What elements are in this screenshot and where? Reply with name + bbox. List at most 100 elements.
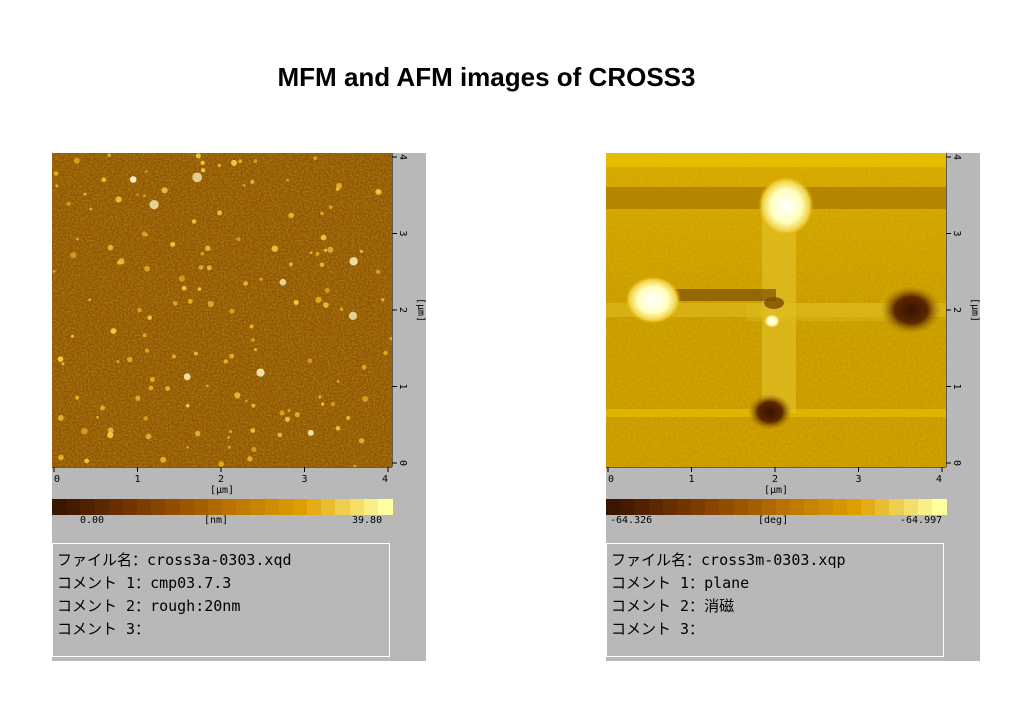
afm-grain xyxy=(205,245,211,252)
afm-grain xyxy=(383,350,388,356)
afm-grain xyxy=(96,415,99,419)
mfm-colorbar-step xyxy=(676,499,692,515)
afm-grain xyxy=(229,430,233,433)
mfm-colorbar-step xyxy=(761,499,777,515)
afm-grain xyxy=(361,364,367,370)
afm-grain xyxy=(206,265,212,271)
afm-grain xyxy=(321,402,325,406)
afm-grain xyxy=(217,163,222,168)
afm-grain xyxy=(142,333,147,338)
afm-colorbar-step xyxy=(377,499,393,515)
mfm-colorbar-step xyxy=(747,499,763,515)
mfm-info-box: ファイル名：cross3m-0303.xqp コメント 1：plane コメント… xyxy=(606,543,944,657)
afm-grain xyxy=(259,277,263,281)
afm-grain xyxy=(249,324,254,329)
afm-grain xyxy=(172,301,178,306)
comment-1-value: plane xyxy=(704,574,750,592)
comment-2-label: コメント 2： xyxy=(57,597,151,615)
afm-grain xyxy=(107,431,114,439)
afm-grain xyxy=(251,403,256,408)
afm-grain xyxy=(256,368,265,377)
afm-grain xyxy=(84,458,90,464)
file-name-value: cross3m-0303.xqp xyxy=(701,551,846,569)
afm-grain xyxy=(229,308,235,314)
afm-grain xyxy=(76,237,79,241)
afm-grain xyxy=(160,456,167,463)
afm-grain xyxy=(81,428,88,435)
mfm-colorbar-step xyxy=(861,499,876,515)
afm-grain xyxy=(107,153,111,157)
mfm-x-tick-label: 2 xyxy=(772,474,778,485)
afm-grain xyxy=(218,461,224,467)
mfm-colorbar-max: -64.997 xyxy=(900,515,943,526)
afm-colorbar-step xyxy=(278,499,294,515)
afm-grain xyxy=(161,187,168,194)
afm-x-tick-label: 3 xyxy=(301,474,307,485)
afm-grain xyxy=(61,362,65,366)
afm-grain xyxy=(285,416,290,422)
mfm-y-tick-label: 3 xyxy=(951,230,962,236)
afm-colorbar-step xyxy=(349,499,365,515)
mfm-x-tick-label: 4 xyxy=(936,474,942,485)
mfm-colorbar-step xyxy=(846,499,862,515)
afm-grain xyxy=(75,395,80,400)
afm-grain xyxy=(309,251,313,254)
mfm-colorbar-step xyxy=(691,499,706,515)
afm-panel: 0 1 2 3 4 [μm] 0 1 2 3 4 [μm] 0.00 [nm] 39.80 ファ… xyxy=(52,153,426,661)
afm-grain xyxy=(339,307,344,311)
afm-grain xyxy=(375,189,382,195)
afm-grain xyxy=(307,358,313,364)
afm-grain xyxy=(327,246,334,253)
afm-grain xyxy=(279,410,285,416)
afm-grain xyxy=(318,395,322,399)
afm-grain xyxy=(376,269,381,274)
afm-grain xyxy=(195,430,201,437)
afm-grain xyxy=(127,356,133,363)
afm-y-unit: [μm] xyxy=(415,298,426,322)
mfm-colorbar-step xyxy=(733,499,749,515)
afm-grain xyxy=(183,373,191,381)
afm-grain xyxy=(323,248,328,252)
mfm-y-tick-label: 1 xyxy=(951,383,962,389)
afm-x-tick-label: 4 xyxy=(382,474,388,485)
afm-grain xyxy=(315,251,320,256)
afm-grain xyxy=(187,298,193,304)
afm-colorbar-step xyxy=(363,499,379,515)
mfm-colorbar-step xyxy=(790,499,806,515)
afm-colorbar-step xyxy=(165,499,181,515)
afm-grain xyxy=(251,338,255,342)
mfm-colorbar-step xyxy=(776,499,791,515)
afm-colorbar-step xyxy=(151,499,167,515)
afm-grain xyxy=(320,234,327,241)
afm-grain xyxy=(145,348,149,353)
afm-y-tick-label: 1 xyxy=(397,383,408,389)
afm-grain xyxy=(149,377,155,382)
afm-grain xyxy=(181,285,187,291)
comment-1-label: コメント 1： xyxy=(611,574,705,592)
afm-y-tick-label: 3 xyxy=(397,230,408,236)
afm-colorbar-step xyxy=(292,499,308,515)
afm-grain xyxy=(136,193,139,196)
mfm-colorbar-step xyxy=(719,499,735,515)
afm-grain xyxy=(100,405,105,411)
mfm-panel: 0 1 2 3 4 [μm] 0 1 2 3 4 [μm] -64.326 [deg] -64.… xyxy=(606,153,980,661)
afm-grain xyxy=(245,399,248,403)
afm-grain xyxy=(200,160,205,165)
afm-colorbar-unit: [nm] xyxy=(204,515,229,526)
afm-grain xyxy=(198,265,204,270)
afm-grain xyxy=(359,249,363,253)
afm-grain xyxy=(186,446,189,449)
afm-colorbar-min: 0.00 xyxy=(80,515,105,526)
mfm-y-tick-label: 4 xyxy=(951,154,962,160)
afm-grain xyxy=(254,348,257,351)
afm-grain xyxy=(70,252,77,259)
afm-grain xyxy=(223,359,228,364)
afm-grain xyxy=(279,278,287,286)
mfm-colorbar-step xyxy=(648,499,664,515)
afm-grain xyxy=(324,287,330,293)
afm-colorbar-step xyxy=(321,499,337,515)
afm-x-tick-label: 0 xyxy=(54,474,60,485)
mfm-x-tick-label: 3 xyxy=(855,474,861,485)
afm-colorbar-step xyxy=(236,499,252,515)
afm-colorbar-step xyxy=(335,499,351,515)
